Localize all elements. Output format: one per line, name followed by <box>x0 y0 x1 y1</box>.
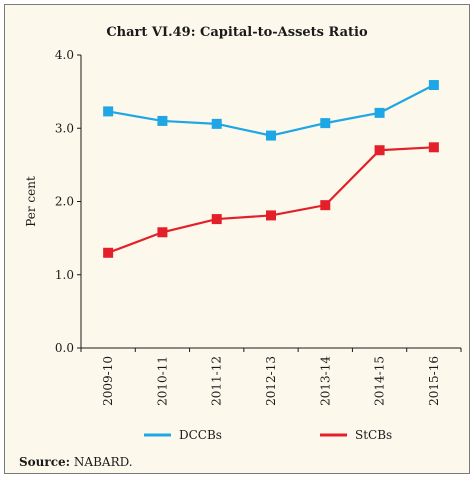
y-tick-label: 2.0 <box>55 195 74 209</box>
line-chart: 0.0 1.0 2.0 3.0 4.0 Per cent 2009-10 2010-11 201… <box>24 48 462 442</box>
series-line-dccbs <box>107 84 435 137</box>
x-tick-label: 2011-12 <box>210 356 224 406</box>
data-point-stcbs <box>103 247 114 258</box>
data-point-dccbs <box>320 118 331 129</box>
data-point-dccbs <box>266 130 276 141</box>
x-tick-label: 2013-14 <box>318 356 332 406</box>
source-label: Source: <box>19 455 71 469</box>
source-note: Source: NABARD. <box>19 455 133 469</box>
data-point-dccbs <box>103 106 114 117</box>
chart-frame: Chart VI.49: Capital-to-Assets Ratio 0.0… <box>4 4 470 474</box>
data-point-dccbs <box>374 107 385 118</box>
legend-label-dccbs: DCCBs <box>179 428 222 442</box>
data-point-stcbs <box>320 200 331 211</box>
x-tick-label: 2010-11 <box>155 356 169 406</box>
data-point-stcbs <box>266 210 276 221</box>
chart-title: Chart VI.49: Capital-to-Assets Ratio <box>106 25 368 40</box>
x-tick-label: 2009-10 <box>101 356 115 406</box>
legend-label-stcbs: StCBs <box>355 428 392 442</box>
source-text: NABARD. <box>73 455 133 469</box>
y-tick-label: 0.0 <box>55 341 74 355</box>
data-point-dccbs <box>157 115 168 126</box>
data-point-stcbs <box>428 142 439 153</box>
x-tick-label: 2015-16 <box>427 356 441 406</box>
data-point-stcbs <box>157 227 168 238</box>
data-point-stcbs <box>211 214 222 225</box>
y-tick-label: 4.0 <box>55 48 74 62</box>
x-tick-label: 2014-15 <box>373 356 387 406</box>
series-line-stcbs <box>107 146 434 254</box>
data-point-dccbs <box>428 80 439 91</box>
y-tick-label: 3.0 <box>55 121 74 135</box>
data-point-dccbs <box>211 118 222 129</box>
x-tick-label: 2012-13 <box>264 356 278 406</box>
y-tick-label: 1.0 <box>55 268 74 282</box>
y-axis-label: Per cent <box>24 176 38 227</box>
data-point-stcbs <box>374 145 385 156</box>
